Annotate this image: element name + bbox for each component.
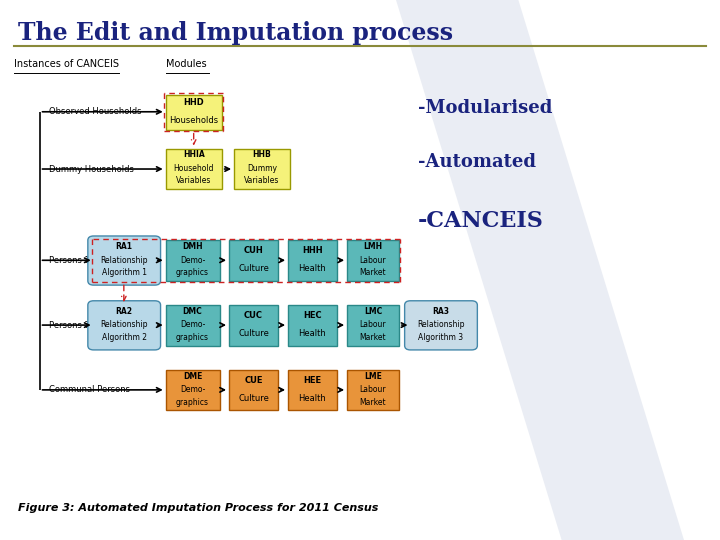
Text: Dummy Households: Dummy Households xyxy=(49,165,134,173)
Text: Relationship: Relationship xyxy=(101,320,148,329)
Text: Households: Households xyxy=(169,116,218,125)
Text: HHH: HHH xyxy=(302,246,323,255)
Polygon shape xyxy=(396,0,684,540)
Text: Algorithm 3: Algorithm 3 xyxy=(418,333,464,342)
Text: Persons 7 Plus: Persons 7 Plus xyxy=(49,321,109,329)
Text: RA2: RA2 xyxy=(116,307,132,316)
Text: Culture: Culture xyxy=(238,329,269,338)
Text: graphics: graphics xyxy=(176,397,209,407)
Text: Health: Health xyxy=(299,394,326,403)
Text: Observed Households: Observed Households xyxy=(49,107,141,116)
Text: CUE: CUE xyxy=(244,376,263,385)
Text: The Edit and Imputation process: The Edit and Imputation process xyxy=(18,21,453,44)
Text: HEE: HEE xyxy=(303,376,322,385)
Text: Persons 1 to 6: Persons 1 to 6 xyxy=(49,256,109,265)
FancyBboxPatch shape xyxy=(166,94,222,130)
Text: Algorithm 1: Algorithm 1 xyxy=(102,268,147,277)
Text: Household: Household xyxy=(174,164,214,173)
FancyBboxPatch shape xyxy=(347,240,399,281)
Text: HEC: HEC xyxy=(303,311,322,320)
FancyBboxPatch shape xyxy=(288,240,337,281)
FancyBboxPatch shape xyxy=(88,236,161,285)
Text: Health: Health xyxy=(299,329,326,338)
Text: Dummy: Dummy xyxy=(247,164,277,173)
FancyBboxPatch shape xyxy=(166,305,220,346)
Text: CUC: CUC xyxy=(244,311,263,320)
FancyBboxPatch shape xyxy=(405,301,477,350)
Text: LME: LME xyxy=(364,372,382,381)
Text: Relationship: Relationship xyxy=(418,320,464,329)
FancyBboxPatch shape xyxy=(347,370,399,410)
Text: Variables: Variables xyxy=(244,176,280,185)
FancyBboxPatch shape xyxy=(288,370,337,410)
Text: graphics: graphics xyxy=(176,333,209,342)
FancyBboxPatch shape xyxy=(88,301,161,350)
Text: Market: Market xyxy=(360,268,386,277)
Text: Labour: Labour xyxy=(360,320,386,329)
Text: -Modularised: -Modularised xyxy=(418,99,552,117)
Text: RA3: RA3 xyxy=(433,307,449,316)
FancyBboxPatch shape xyxy=(288,305,337,346)
Text: DMH: DMH xyxy=(182,242,203,251)
Text: RA1: RA1 xyxy=(116,242,132,251)
Text: Modules: Modules xyxy=(166,59,206,70)
FancyBboxPatch shape xyxy=(166,148,222,189)
Text: Labour: Labour xyxy=(360,385,386,394)
Text: LMC: LMC xyxy=(364,307,382,316)
FancyBboxPatch shape xyxy=(166,370,220,410)
Text: Market: Market xyxy=(360,397,386,407)
Text: Variables: Variables xyxy=(176,176,212,185)
Text: HHD: HHD xyxy=(184,98,204,107)
Text: Instances of CANCEIS: Instances of CANCEIS xyxy=(14,59,120,70)
Text: graphics: graphics xyxy=(176,268,209,277)
Text: Algorithm 2: Algorithm 2 xyxy=(102,333,147,342)
Text: Relationship: Relationship xyxy=(101,255,148,265)
Text: Figure 3: Automated Imputation Process for 2011 Census: Figure 3: Automated Imputation Process f… xyxy=(18,503,379,513)
Text: Health: Health xyxy=(299,264,326,273)
FancyBboxPatch shape xyxy=(229,305,278,346)
Text: -CANCEIS: -CANCEIS xyxy=(418,211,544,232)
Text: HHB: HHB xyxy=(253,150,271,159)
Text: -Automated: -Automated xyxy=(418,153,536,171)
Text: Demo-: Demo- xyxy=(180,255,205,265)
Text: DMC: DMC xyxy=(183,307,202,316)
Text: Market: Market xyxy=(360,333,386,342)
FancyBboxPatch shape xyxy=(347,305,399,346)
Text: Labour: Labour xyxy=(360,255,386,265)
Text: CUH: CUH xyxy=(243,246,264,255)
FancyBboxPatch shape xyxy=(229,240,278,281)
Text: Demo-: Demo- xyxy=(180,385,205,394)
Text: Demo-: Demo- xyxy=(180,320,205,329)
Text: DME: DME xyxy=(183,372,202,381)
FancyBboxPatch shape xyxy=(229,370,278,410)
Text: HHIA: HHIA xyxy=(183,150,204,159)
Text: Culture: Culture xyxy=(238,264,269,273)
Text: Communal Persons: Communal Persons xyxy=(49,386,130,394)
Text: Culture: Culture xyxy=(238,394,269,403)
FancyBboxPatch shape xyxy=(166,240,220,281)
FancyBboxPatch shape xyxy=(234,148,290,189)
Text: LMH: LMH xyxy=(364,242,382,251)
